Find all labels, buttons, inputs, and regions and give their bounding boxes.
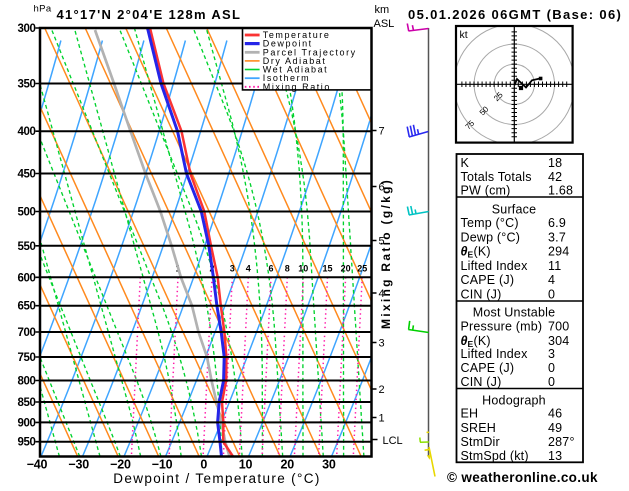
svg-text:3: 3 [230,264,235,274]
svg-text:Hodograph: Hodograph [482,394,546,408]
svg-text:850: 850 [18,397,36,409]
svg-text:5: 5 [379,236,385,248]
svg-text:θ: θ [461,245,468,259]
svg-text:Temp (°C): Temp (°C) [461,216,519,230]
svg-text:2: 2 [379,384,385,396]
svg-text:13: 13 [548,449,562,463]
svg-text:750: 750 [18,352,36,364]
svg-text:Lifted Index: Lifted Index [461,347,529,361]
svg-text:(K): (K) [474,245,491,259]
svg-text:E: E [468,250,474,260]
svg-text:6.9: 6.9 [548,216,566,230]
svg-text:1.68: 1.68 [548,184,573,198]
svg-text:LCL: LCL [383,435,403,447]
svg-text:K: K [461,156,470,170]
svg-text:θ: θ [461,334,468,348]
svg-text:Pressure (mb): Pressure (mb) [461,320,543,334]
svg-text:Lifted Index: Lifted Index [461,259,529,273]
svg-text:3: 3 [379,338,385,350]
svg-text:500: 500 [18,207,36,219]
svg-text:Parcel Trajectory: Parcel Trajectory [263,47,357,57]
svg-text:650: 650 [18,301,36,313]
svg-text:550: 550 [18,241,36,253]
svg-text:hPa: hPa [34,4,52,15]
svg-text:CIN (J): CIN (J) [461,288,502,302]
svg-text:© weatheronline.co.uk: © weatheronline.co.uk [447,470,598,485]
svg-text:Dry Adiabat: Dry Adiabat [263,56,327,66]
svg-text:30: 30 [322,458,336,472]
svg-text:Dewp (°C): Dewp (°C) [461,230,521,244]
svg-text:StmSpd (kt): StmSpd (kt) [461,449,529,463]
svg-text:Mixing Ratio (g/kg): Mixing Ratio (g/kg) [379,178,393,329]
svg-text:−30: −30 [68,458,89,472]
svg-text:42: 42 [548,170,562,184]
svg-text:294: 294 [548,245,569,259]
svg-text:StmDir: StmDir [461,435,500,449]
svg-text:18: 18 [548,156,562,170]
svg-text:3.7: 3.7 [548,230,566,244]
svg-text:6: 6 [268,264,273,274]
svg-text:49: 49 [548,421,562,435]
svg-text:6: 6 [379,182,385,194]
svg-text:700: 700 [548,320,569,334]
svg-text:0: 0 [548,288,555,302]
svg-text:PW (cm): PW (cm) [461,184,511,198]
svg-text:Totals Totals: Totals Totals [461,170,532,184]
svg-text:800: 800 [18,376,36,388]
svg-text:E: E [468,339,474,349]
svg-text:7: 7 [379,126,385,138]
svg-text:km: km [375,4,390,16]
svg-text:0: 0 [548,375,555,389]
svg-text:4: 4 [548,273,555,287]
svg-text:0: 0 [548,361,555,375]
svg-text:SREH: SREH [461,421,497,435]
svg-text:ASL: ASL [374,18,395,30]
svg-text:4: 4 [379,288,385,300]
svg-text:46: 46 [548,407,562,421]
svg-text:10: 10 [298,264,308,274]
svg-text:CAPE (J): CAPE (J) [461,361,515,375]
svg-text:10: 10 [239,458,253,472]
svg-text:11: 11 [548,259,561,273]
svg-text:600: 600 [18,272,36,284]
svg-text:Dewpoint / Temperature (°C): Dewpoint / Temperature (°C) [113,471,320,486]
svg-text:287°: 287° [548,435,575,449]
svg-text:Most Unstable: Most Unstable [473,306,556,320]
svg-text:15: 15 [322,264,332,274]
svg-text:EH: EH [461,407,479,421]
svg-text:CAPE (J): CAPE (J) [461,273,515,287]
svg-text:−40: −40 [27,458,48,472]
svg-text:05.01.2026 06GMT (Base: 06): 05.01.2026 06GMT (Base: 06) [408,7,622,22]
svg-text:8: 8 [285,264,290,274]
svg-text:41°17'N 2°04'E 128m ASL: 41°17'N 2°04'E 128m ASL [57,7,242,22]
svg-text:300: 300 [18,23,36,35]
svg-text:25: 25 [357,264,367,274]
svg-text:350: 350 [18,79,36,91]
svg-text:Wet Adiabat: Wet Adiabat [263,65,328,75]
svg-text:Mixing Ratio: Mixing Ratio [263,82,331,92]
svg-text:Isotherm: Isotherm [263,73,310,83]
svg-text:kt: kt [460,29,468,41]
svg-text:20: 20 [341,264,351,274]
svg-text:950: 950 [18,437,36,449]
svg-text:700: 700 [18,327,36,339]
svg-text:−10: −10 [152,458,173,472]
svg-text:20: 20 [280,458,294,472]
svg-text:450: 450 [18,169,36,181]
svg-text:Surface: Surface [492,202,536,216]
svg-text:Temperature: Temperature [263,30,331,40]
svg-text:1: 1 [379,413,385,425]
svg-text:CIN (J): CIN (J) [461,375,502,389]
svg-text:(K): (K) [474,334,491,348]
svg-text:900: 900 [18,417,36,429]
svg-text:304: 304 [548,334,569,348]
svg-text:−20: −20 [110,458,131,472]
svg-text:0: 0 [200,458,207,472]
svg-text:4: 4 [246,264,251,274]
svg-text:Dewpoint: Dewpoint [263,39,313,49]
svg-text:3: 3 [548,347,555,361]
svg-text:400: 400 [18,126,36,138]
